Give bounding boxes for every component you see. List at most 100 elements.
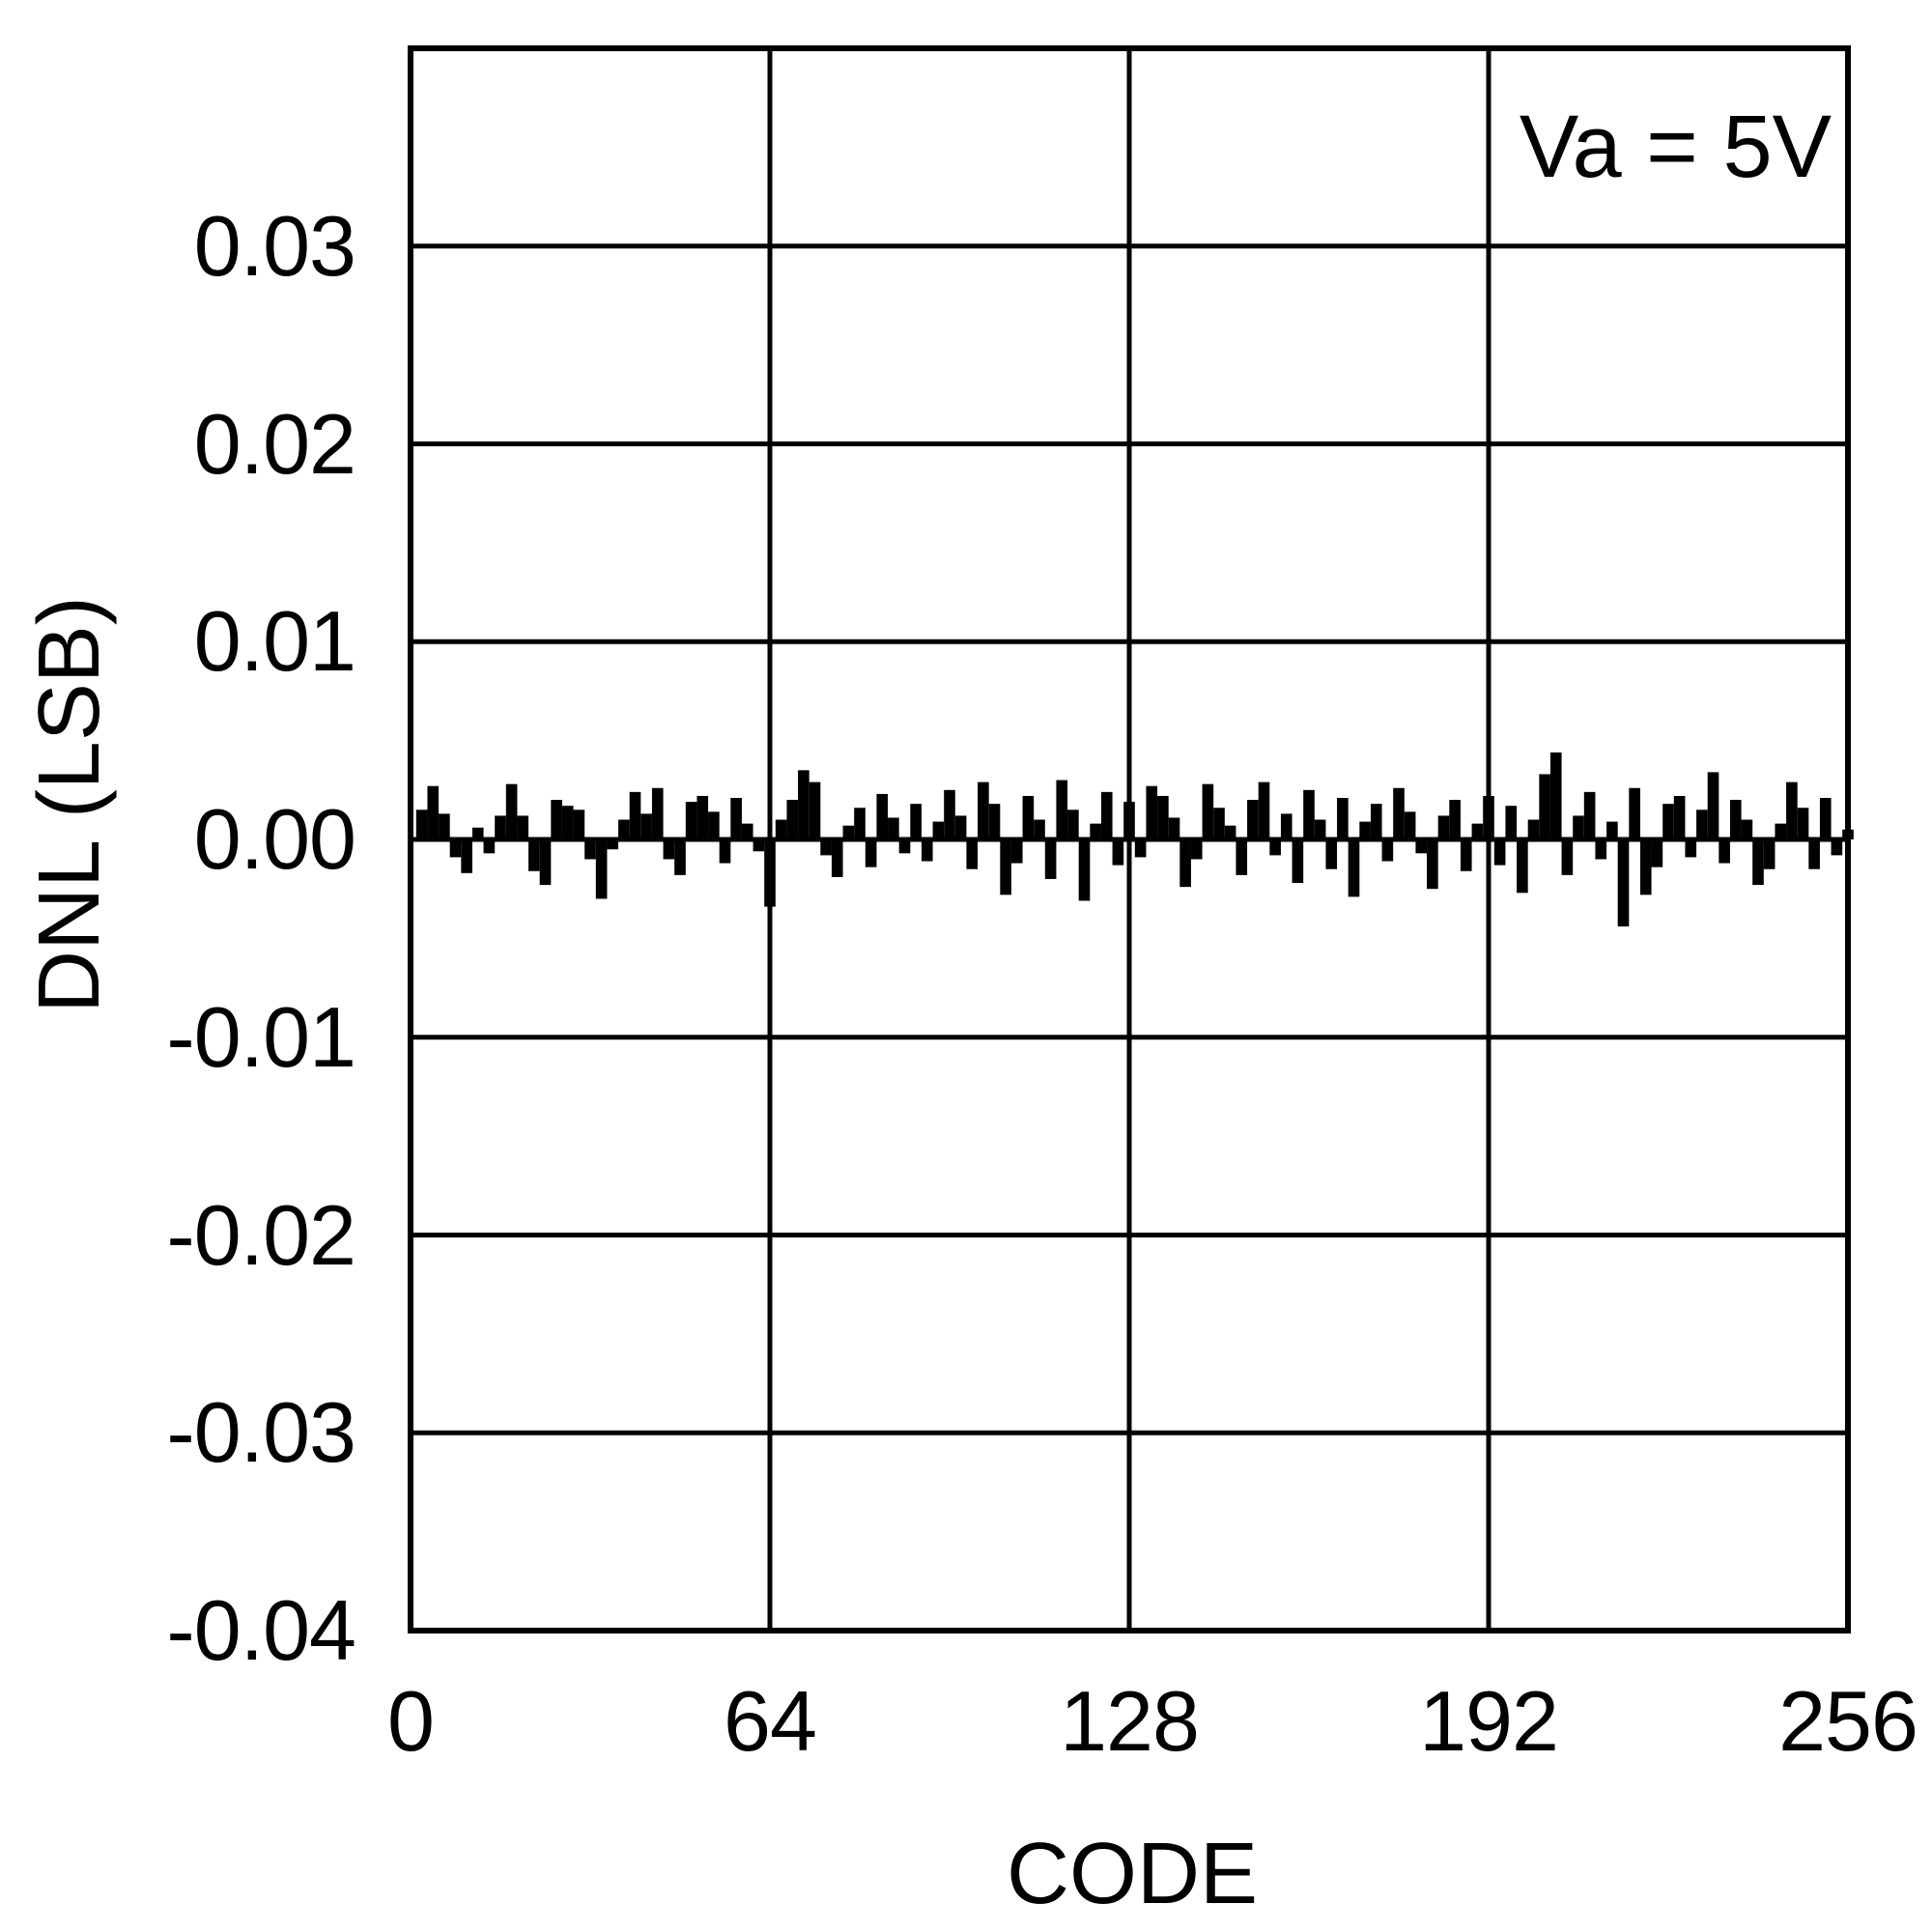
dnl-bar	[584, 839, 596, 860]
dnl-bar	[1146, 785, 1158, 839]
dnl-bar	[1831, 839, 1843, 856]
dnl-bar	[1662, 804, 1674, 839]
dnl-bar	[786, 800, 799, 839]
dnl-bar	[1493, 839, 1506, 866]
dnl-bar	[1100, 791, 1113, 839]
dnl-bar	[1549, 752, 1562, 839]
dnl-bar	[539, 839, 552, 886]
dnl-bar	[517, 815, 529, 839]
dnl-bar	[775, 819, 787, 839]
dnl-bar	[1010, 839, 1023, 864]
y-tick-label: -0.02	[166, 1186, 356, 1283]
dnl-bar	[764, 839, 776, 907]
dnl-bar	[1090, 823, 1101, 839]
dnl-bar	[1213, 808, 1225, 839]
dnl-bar	[1819, 798, 1832, 839]
dnl-bar	[1719, 839, 1730, 864]
dnl-bar	[1381, 839, 1394, 862]
x-tick-label: 256	[1778, 1673, 1918, 1769]
dnl-bar	[1573, 815, 1584, 839]
dnl-bar	[898, 839, 911, 854]
dnl-bar	[1303, 789, 1315, 839]
dnl-bar	[1067, 810, 1079, 839]
dnl-bar	[1583, 791, 1596, 839]
dnl-bar	[1696, 810, 1708, 839]
dnl-bar	[741, 823, 753, 839]
dnl-bar	[1729, 800, 1742, 839]
dnl-bar	[415, 810, 428, 839]
dnl-bar	[495, 815, 506, 839]
dnl-bar	[1179, 839, 1191, 888]
dnl-bar	[1190, 839, 1203, 860]
dnl-bar	[1775, 823, 1787, 839]
dnl-bar	[449, 839, 462, 858]
dnl-bar	[1437, 815, 1450, 839]
dnl-bar	[1202, 783, 1214, 839]
dnl-bar	[1056, 780, 1068, 839]
dnl-bar	[1427, 839, 1438, 890]
dnl-bar	[1629, 787, 1640, 839]
dnl-bar	[1359, 821, 1371, 839]
dnl-bar	[1269, 839, 1281, 856]
plot-frame	[408, 45, 1851, 1634]
dnl-bar	[954, 815, 967, 839]
dnl-bar	[753, 839, 765, 852]
x-tick-label: 0	[387, 1673, 435, 1769]
dnl-bar	[573, 810, 585, 839]
dnl-bar	[842, 825, 855, 839]
dnl-bar	[820, 839, 832, 856]
dnl-bar	[1348, 839, 1360, 897]
x-tick-label: 192	[1419, 1673, 1559, 1769]
dnl-bar	[865, 839, 877, 867]
dnl-bar	[483, 839, 496, 854]
y-tick-label: 0.02	[193, 395, 356, 492]
dnl-bar	[561, 806, 574, 839]
annotation-va-5v: Va = 5V	[1519, 98, 1832, 196]
dnl-bar	[1224, 825, 1236, 839]
dnl-bar	[1741, 819, 1753, 839]
dnl-bar	[932, 821, 945, 839]
dnl-bar	[1404, 811, 1416, 839]
dnl-bar	[854, 808, 866, 839]
dnl-bar	[1325, 839, 1338, 869]
dnl-bar	[1292, 839, 1304, 884]
dnl-bar	[1797, 808, 1809, 839]
dnl-bar	[809, 781, 821, 839]
dnl-bar	[1639, 839, 1652, 895]
dnl-bar	[1752, 839, 1764, 886]
dnl-bar	[1561, 839, 1574, 875]
y-tick-label: -0.04	[166, 1582, 356, 1678]
dnl-bar	[978, 781, 989, 839]
dnl-bar	[921, 839, 933, 862]
dnl-bar	[1157, 795, 1169, 839]
dnl-bar	[528, 839, 540, 871]
dnl-bar	[966, 839, 979, 869]
dnl-bar	[1280, 813, 1293, 839]
dnl-bar	[1134, 839, 1147, 858]
dnl-bar	[1236, 839, 1248, 875]
dnl-bar	[1595, 839, 1607, 860]
x-axis-label: CODE	[1006, 1826, 1259, 1922]
y-tick-label: 0.03	[193, 197, 356, 294]
dnl-bar	[1673, 795, 1686, 839]
dnl-bar	[1517, 839, 1528, 894]
dnl-bar	[1034, 819, 1045, 839]
dnl-bar	[640, 813, 652, 839]
dnl-bar	[1685, 839, 1697, 858]
dnl-bar	[1651, 839, 1663, 867]
dnl-bar	[944, 789, 955, 839]
dnl-bar	[651, 787, 664, 839]
dnl-bar	[719, 839, 731, 864]
dnl-bar	[888, 817, 899, 839]
y-tick-label: -0.01	[166, 988, 356, 1085]
dnl-bar	[1112, 839, 1124, 866]
dnl-bar	[1000, 839, 1011, 895]
dnl-bar	[685, 802, 697, 839]
dnl-bar	[708, 811, 720, 839]
dnl-bar	[910, 804, 922, 839]
dnl-bar	[1460, 839, 1472, 871]
dnl-bar	[1505, 806, 1518, 839]
dnl-bar	[1022, 795, 1035, 839]
x-tick-label: 128	[1060, 1673, 1200, 1769]
